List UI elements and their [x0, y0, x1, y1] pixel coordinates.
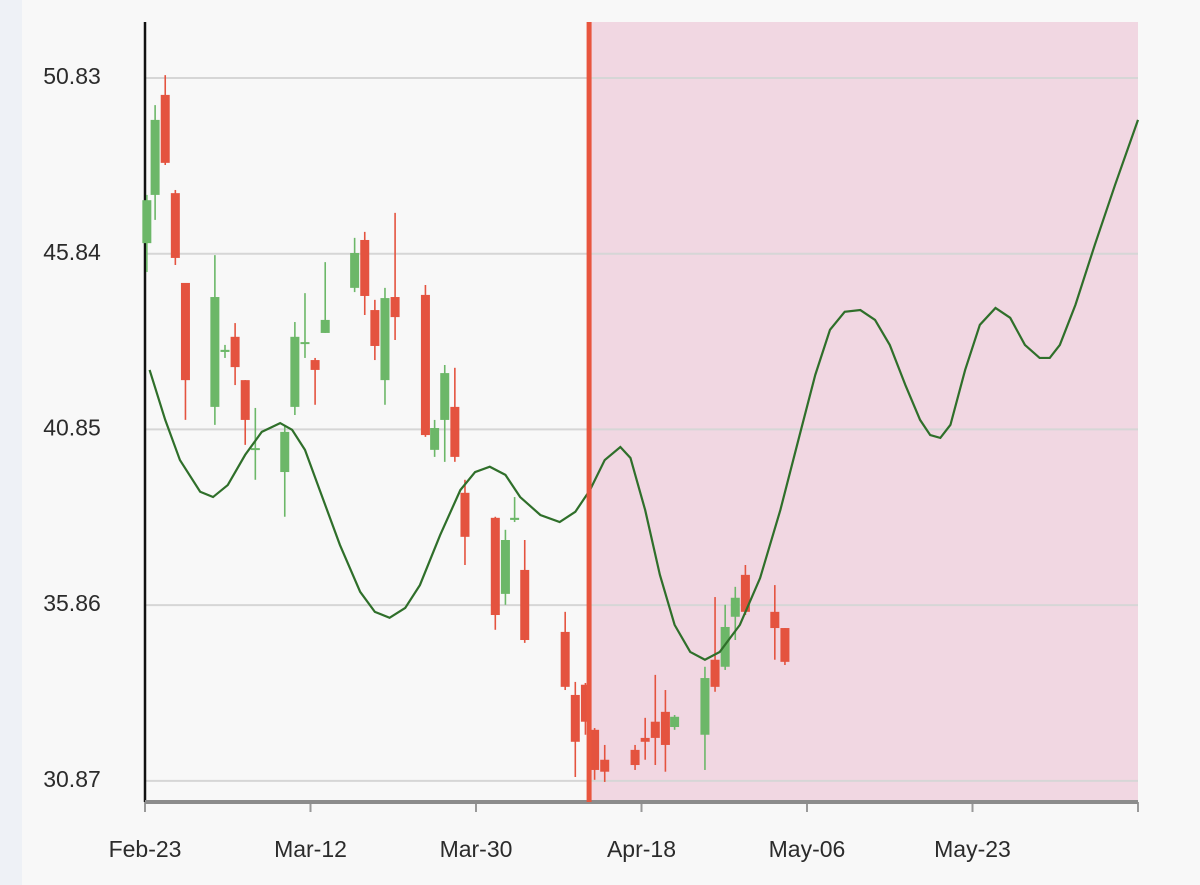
- candle-body: [240, 380, 250, 420]
- candle-body: [350, 253, 360, 288]
- candle-body: [310, 360, 320, 370]
- candle-body: [460, 492, 470, 537]
- candle-body: [420, 294, 430, 436]
- candle-body: [590, 729, 600, 770]
- candle-body: [250, 448, 260, 451]
- candle-body: [220, 349, 230, 352]
- candle-body: [520, 569, 530, 641]
- candle-body: [440, 373, 450, 420]
- y-tick-label: 35.86: [43, 590, 101, 616]
- candle-body: [720, 626, 730, 667]
- candle-body: [230, 336, 240, 368]
- candle-body: [490, 517, 500, 616]
- y-tick-label: 45.84: [43, 239, 101, 265]
- candle-body: [580, 684, 590, 722]
- candle-body: [142, 200, 152, 244]
- candle-body: [660, 711, 670, 745]
- x-tick-label: May-23: [934, 836, 1011, 862]
- candle-body: [450, 406, 460, 457]
- candle-body: [500, 540, 510, 594]
- candle-body: [640, 737, 650, 742]
- candle-body: [600, 759, 610, 772]
- candle-body: [210, 297, 220, 407]
- candle-body: [510, 517, 520, 520]
- candle-body: [740, 574, 750, 612]
- candle-body: [150, 119, 160, 195]
- candle-body: [430, 428, 440, 450]
- y-tick-label: 30.87: [43, 766, 101, 792]
- candle-body: [700, 678, 710, 735]
- candle-body: [770, 611, 780, 629]
- forecast-line: [148, 119, 1140, 661]
- candle-body: [390, 297, 400, 318]
- x-tick-label: Mar-12: [274, 836, 347, 862]
- x-tick-label: Apr-18: [607, 836, 676, 862]
- candle-body: [280, 431, 290, 473]
- candle-body: [650, 721, 660, 738]
- candle-body: [730, 597, 740, 617]
- candle-body: [370, 310, 380, 346]
- candle-body: [180, 282, 190, 381]
- candle-body: [290, 336, 300, 407]
- y-tick-label: 50.83: [43, 63, 101, 89]
- candle-body: [160, 94, 170, 163]
- x-tick-label: May-06: [769, 836, 846, 862]
- candle-body: [670, 716, 680, 727]
- candle-body: [780, 628, 790, 662]
- y-tick-label: 40.85: [43, 415, 101, 441]
- candle-body: [560, 631, 570, 687]
- candle-body: [360, 239, 370, 296]
- candle-body: [570, 694, 580, 742]
- candle-body: [170, 193, 180, 258]
- x-tick-label: Feb-23: [109, 836, 182, 862]
- candle-body: [320, 319, 330, 333]
- forecast-region: [589, 22, 1138, 802]
- candle-body: [710, 659, 720, 687]
- candle-body: [380, 298, 390, 381]
- candle-body: [300, 342, 310, 345]
- screen-edge: [0, 0, 22, 885]
- x-tick-label: Mar-30: [440, 836, 513, 862]
- candle-body: [630, 749, 640, 766]
